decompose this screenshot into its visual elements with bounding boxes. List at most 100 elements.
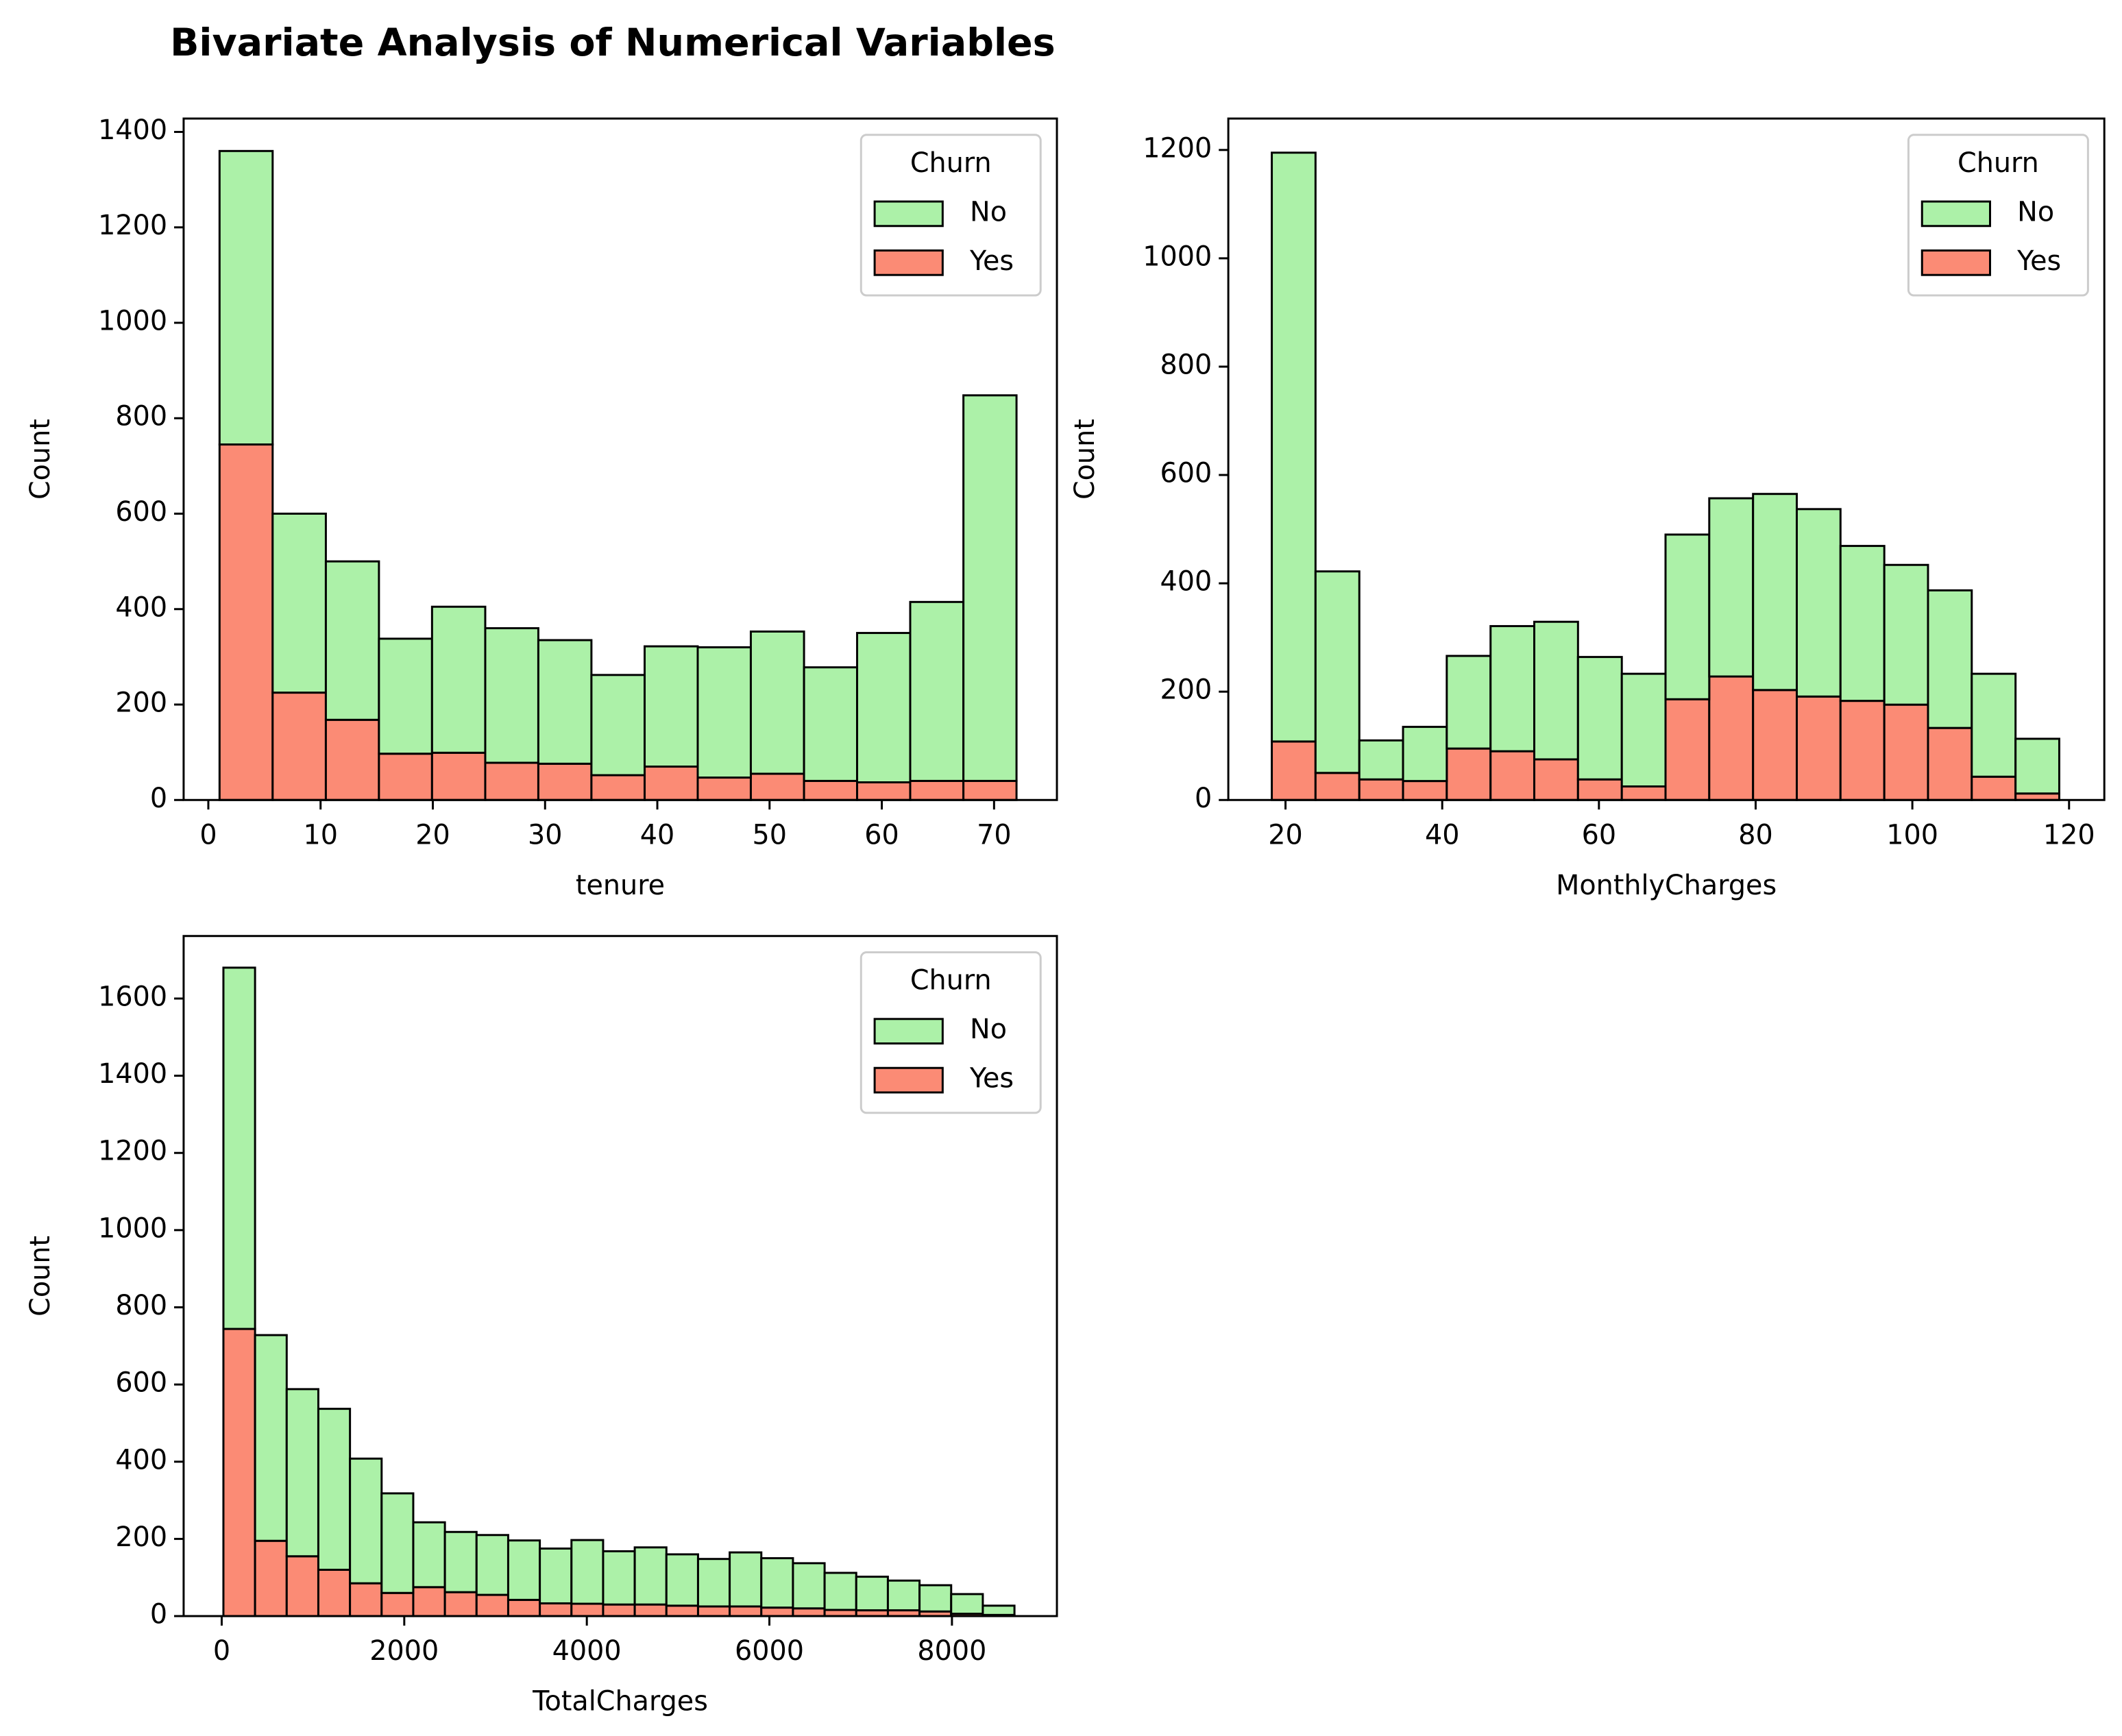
legend-title: Churn (910, 965, 992, 997)
bar (378, 753, 433, 801)
bar (792, 1562, 826, 1610)
bar (1664, 698, 1711, 801)
bar (1796, 508, 1842, 698)
bar (1708, 675, 1755, 801)
y-tick-label: 1000 (98, 305, 167, 337)
bar (412, 1521, 446, 1589)
bar (1489, 625, 1536, 753)
plot-frame (1227, 117, 2106, 801)
bar (285, 1388, 319, 1558)
bar (537, 639, 593, 765)
bar (539, 1547, 573, 1604)
bar (1839, 700, 1886, 801)
bar (1314, 570, 1361, 774)
y-tick-label: 0 (1195, 783, 1212, 814)
bar (803, 666, 859, 782)
y-axis-label: Count (25, 1236, 56, 1317)
bar (1752, 689, 1798, 801)
bar (1358, 778, 1404, 801)
bar (950, 1593, 984, 1615)
x-tick-label: 0 (199, 819, 217, 851)
bar (484, 761, 539, 801)
bar (1752, 493, 1798, 692)
y-tick-label: 0 (150, 1599, 167, 1630)
x-tick-label: 20 (1268, 819, 1303, 851)
bar (1664, 533, 1711, 700)
y-tick-label: 400 (115, 591, 167, 623)
bar (644, 645, 699, 768)
legend-label: Yes (969, 1063, 1014, 1095)
y-tick-label: 400 (1160, 566, 1212, 598)
legend-label: Yes (2016, 245, 2061, 277)
legend-swatch (1920, 249, 1991, 276)
figure-title: Bivariate Analysis of Numerical Variable… (170, 21, 1056, 65)
legend-label: No (970, 196, 1007, 228)
bar (696, 646, 752, 779)
x-tick-label: 4000 (552, 1635, 622, 1667)
x-axis-label: MonthlyCharges (1556, 870, 1777, 901)
bar (856, 632, 912, 783)
y-axis-label: Count (1069, 419, 1101, 500)
x-tick-label: 8000 (917, 1635, 986, 1667)
x-tick-label: 40 (640, 819, 675, 851)
x-axis-label: tenure (576, 870, 665, 901)
bar (665, 1604, 699, 1617)
bar (484, 627, 539, 764)
bar (570, 1539, 605, 1605)
bar (443, 1530, 478, 1593)
bar (760, 1557, 794, 1609)
x-tick-label: 60 (864, 819, 899, 851)
plot-frame (182, 935, 1058, 1617)
bar (218, 149, 274, 446)
y-tick-label: 800 (115, 401, 167, 432)
bar (1271, 151, 1317, 743)
y-axis-label: Count (25, 419, 56, 500)
bar (962, 779, 1018, 801)
bar (909, 600, 965, 782)
legend-title: Churn (1958, 147, 2039, 179)
y-tick-label: 1200 (98, 210, 167, 241)
x-tick-label: 40 (1425, 819, 1460, 851)
y-tick-label: 800 (1160, 349, 1212, 380)
y-tick-label: 1200 (1143, 132, 1212, 164)
legend-swatch (873, 1018, 944, 1045)
bar (981, 1604, 1016, 1616)
bar (792, 1607, 826, 1617)
bar (909, 779, 965, 801)
bar (1402, 780, 1448, 801)
bar (222, 966, 256, 1330)
legend-label: No (2017, 196, 2054, 228)
y-tick-label: 600 (1160, 458, 1212, 489)
x-tick-label: 80 (1738, 819, 1773, 851)
x-tick-label: 70 (977, 819, 1012, 851)
bar (539, 1602, 573, 1617)
y-tick-label: 1000 (1143, 241, 1212, 272)
bar (349, 1582, 383, 1617)
bar (1446, 747, 1492, 801)
bar (2014, 737, 2060, 795)
bar (665, 1553, 699, 1607)
x-tick-label: 100 (1886, 819, 1938, 851)
plot-frame (182, 117, 1058, 801)
bar (1796, 695, 1842, 801)
bar (1927, 589, 1973, 729)
bar (1533, 758, 1579, 801)
bar (537, 762, 593, 801)
bar (760, 1606, 794, 1617)
x-tick-label: 20 (415, 819, 450, 851)
legend: Churn No Yes (1907, 134, 2089, 297)
bar (803, 779, 859, 801)
bar (378, 637, 433, 755)
y-tick-label: 1200 (98, 1136, 167, 1167)
y-tick-label: 400 (115, 1444, 167, 1476)
legend-swatch (1920, 200, 1991, 228)
bar (644, 766, 699, 801)
bar (475, 1593, 509, 1617)
legend-label: No (970, 1014, 1007, 1045)
bar (1446, 655, 1492, 750)
bar (430, 751, 487, 801)
bar (1489, 750, 1536, 801)
y-tick-label: 1600 (98, 981, 167, 1012)
